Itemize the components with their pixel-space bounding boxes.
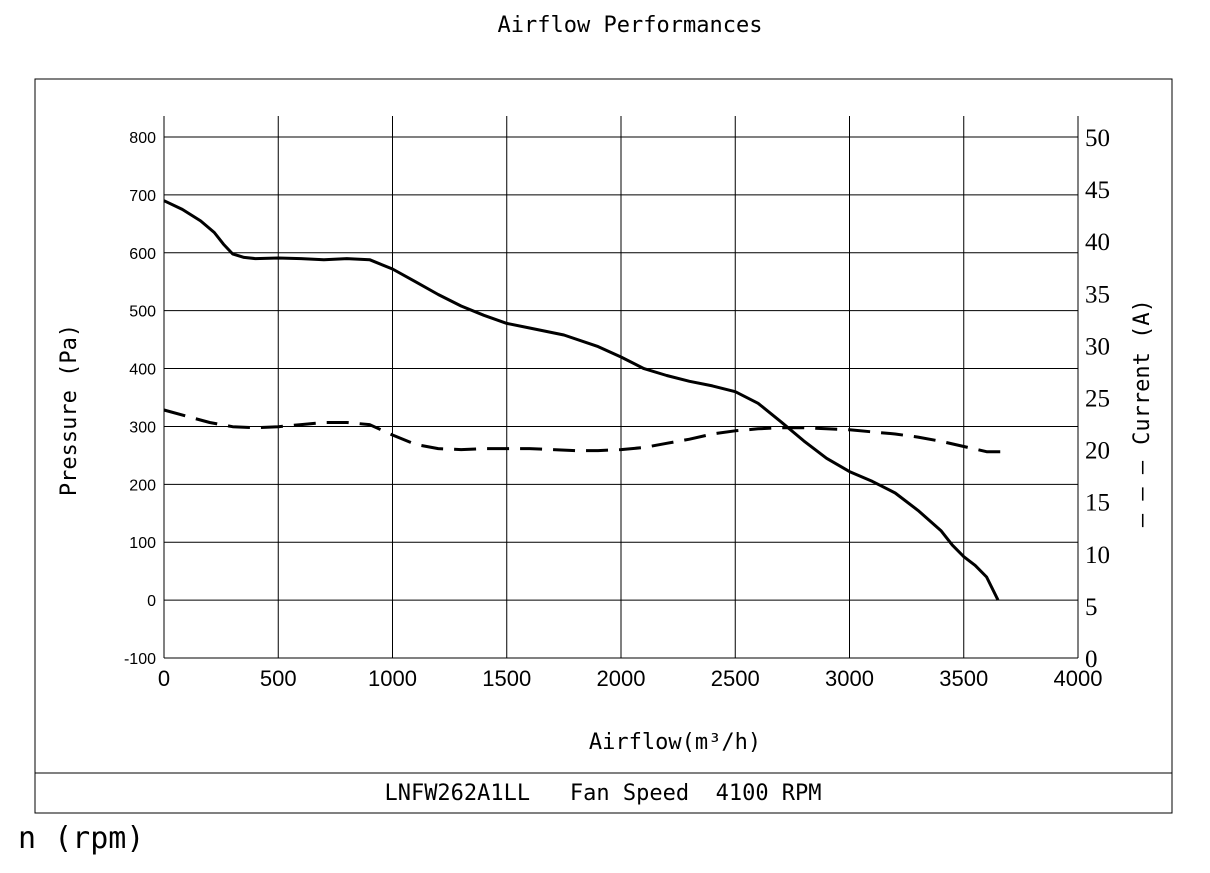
tick-labels: 0 500 1000 1500 2000 2500 3000 3500 4000-1000100… [124, 125, 1110, 691]
y2-tick-label: 20 [1085, 438, 1110, 465]
x-tick-label: 1500 [482, 666, 531, 691]
chart-title: Airflow Performances [498, 13, 763, 38]
y-tick-label: 700 [129, 188, 156, 205]
x-tick-label: 1000 [368, 666, 417, 691]
chart-frame [34, 78, 1173, 814]
y-tick-label: 600 [129, 246, 156, 263]
y-axis-label: Pressure (Pa) [57, 324, 82, 496]
y2-tick-label: 10 [1085, 542, 1110, 569]
y-tick-label: -100 [124, 651, 156, 668]
series-layer [163, 199, 1010, 601]
y2-tick-label: 0 [1085, 646, 1098, 673]
y-tick-label: 800 [129, 130, 156, 147]
x-tick-label: 4000 [1054, 666, 1103, 691]
y2-tick-label: 35 [1085, 281, 1110, 308]
y2-tick-label: 30 [1085, 333, 1110, 360]
y2-tick-label: 45 [1085, 177, 1110, 204]
y2-tick-label: 15 [1085, 490, 1110, 517]
y-tick-label: 200 [129, 477, 156, 494]
pressure-curve [163, 199, 1000, 601]
x-tick-label: 3500 [939, 666, 988, 691]
y2-tick-label: 5 [1085, 594, 1098, 621]
x-tick-label: 3000 [825, 666, 874, 691]
x-tick-label: 2000 [597, 666, 646, 691]
y-tick-label: 100 [129, 535, 156, 552]
grid [163, 116, 1079, 659]
y2-axis-label: Current (A) [1130, 299, 1155, 445]
y2-legend-dash-sample: — — — [1130, 460, 1155, 527]
y-tick-label: 400 [129, 362, 156, 379]
footer-caption: LNFW262A1LL Fan Speed 4100 RPM [384, 781, 821, 806]
y2-tick-label: 40 [1085, 229, 1110, 256]
y2-tick-label: 25 [1085, 386, 1110, 413]
x-tick-label: 2500 [711, 666, 760, 691]
y-tick-label: 0 [147, 593, 156, 610]
x-axis-label: Airflow(m³/h) [589, 730, 761, 755]
y2-tick-label: 50 [1085, 125, 1110, 152]
y-tick-label: 300 [129, 419, 156, 436]
x-tick-label: 0 [158, 666, 170, 691]
y-tick-label: 500 [129, 304, 156, 321]
rpm-note: n (rpm) [18, 821, 144, 856]
x-tick-label: 500 [260, 666, 297, 691]
current-curve [163, 408, 1010, 454]
